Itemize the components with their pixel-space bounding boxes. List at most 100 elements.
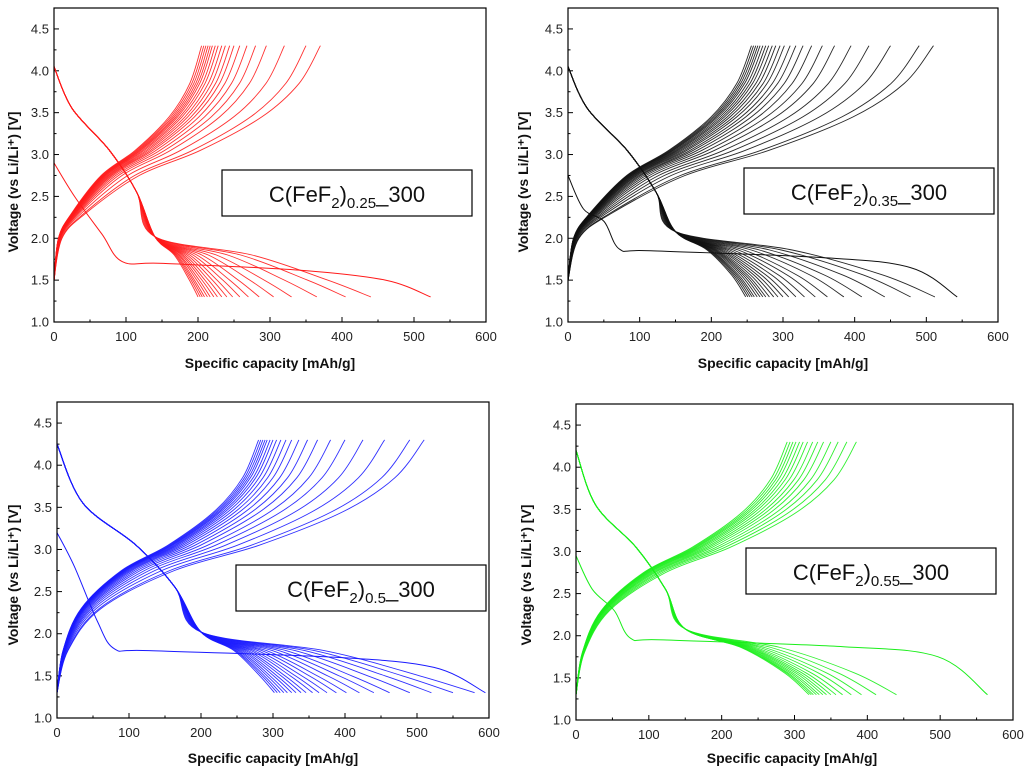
panel-a-plot-frame [53,7,487,323]
panel-c-y-tick-label: 1.0 [34,711,52,726]
charge-curve [567,45,920,281]
panel-c: Voltage (vs Li/Li⁺) [V] Specific capacit… [5,401,500,766]
panel-d-x-axis-title: Specific capacity [mAh/g] [707,750,877,766]
panel-d-curves [575,441,988,696]
panel-c-x-tick-label: 0 [53,725,60,740]
panel-c-x-axis-title: Specific capacity [mAh/g] [188,750,358,766]
panel-d-label-text: C(FeF2)0.55_300 [793,560,949,590]
panel-d-y-tick-label: 3.0 [553,544,571,559]
panel-b-x-tick-label: 600 [987,329,1009,344]
panel-c-y-axis-title: Voltage (vs Li/Li⁺) [V] [5,505,21,646]
panel-d-y-tick-label: 2.0 [553,628,571,643]
panel-d-y-tick-label: 4.0 [553,460,571,475]
panel-a-y-tick-label: 3.5 [31,105,49,120]
panel-b-x-tick-label: 400 [844,329,866,344]
panel-d-y-tick-label: 1.0 [553,713,571,728]
charge-curve [567,45,752,281]
panel-b-y-tick-label: 2.0 [545,231,563,246]
panel-a-label-box [221,169,473,217]
panel-b-x-tick-label: 500 [915,329,937,344]
panel-a-y-tick-label: 1.5 [31,273,49,288]
charge-curve [53,45,203,281]
charge-curve [56,439,266,693]
panel-d-x-tick-label: 300 [784,727,806,742]
panel-a-x-ticks: 0 100 200 300 400 500 600 [50,317,497,344]
panel-c-y-tick-label: 4.0 [34,458,52,473]
panel-b-y-ticks: 1.0 1.5 2.0 2.5 3.0 3.5 4.0 4.5 [545,7,573,330]
panel-d-y-tick-label: 2.5 [553,586,571,601]
panel-c-x-tick-label: 100 [118,725,140,740]
panel-b-x-tick-label: 300 [772,329,794,344]
charge-curve [56,439,411,693]
panel-c-x-tick-label: 400 [334,725,356,740]
panel-a-curves [53,45,431,298]
panel-d-y-ticks: 1.0 1.5 2.0 2.5 3.0 3.5 4.0 4.5 [553,403,581,728]
panel-b-y-tick-label: 4.0 [545,63,563,78]
panel-d-y-tick-label: 1.5 [553,670,571,685]
charge-curve [575,441,788,695]
charge-curve [56,439,346,693]
panel-b-x-axis-title: Specific capacity [mAh/g] [698,355,868,371]
panel-a-y-tick-label: 3.0 [31,147,49,162]
panel-d-sample-label: C(FeF2)0.55_300 [745,547,997,595]
panel-c-curves [56,439,486,694]
panel-a-x-tick-label: 200 [187,329,209,344]
panel-a-sample-label: C(FeF2)0.25_300 [221,169,473,217]
discharge-curve [53,66,223,298]
charge-curve [56,439,331,693]
panel-c-x-tick-label: 600 [478,725,500,740]
panel-b-y-tick-label: 3.0 [545,147,563,162]
first-discharge-curve [575,555,988,696]
panel-c-y-tick-label: 2.5 [34,584,52,599]
panel-c-y-tick-label: 4.5 [34,416,52,431]
panel-b-curves [567,45,958,298]
panel-b-label-text: C(FeF2)0.35_300 [791,180,947,210]
panel-a-x-tick-label: 100 [115,329,137,344]
panel-c-y-tick-label: 3.5 [34,500,52,515]
panel-c-label-text: C(FeF2)0.5_300 [287,577,435,607]
charge-curve [53,45,226,281]
charge-curve [56,439,364,693]
charge-curve [53,45,235,281]
charge-curve [567,45,823,281]
panel-a: Voltage (vs Li/Li⁺) [V] Specific capacit… [5,7,497,371]
panel-b: Voltage (vs Li/Li⁺) [V] Specific capacit… [515,7,1009,371]
panel-c-plot-frame [56,401,490,719]
panel-b-y-tick-label: 4.5 [545,21,563,36]
charge-curve [53,45,241,281]
discharge-curve [53,66,241,298]
panel-c-sample-label: C(FeF2)0.5_300 [235,564,487,612]
discharge-curve [575,450,810,696]
panel-b-y-tick-label: 3.5 [545,105,563,120]
panel-b-plot-frame [567,7,999,323]
discharge-curve [53,66,233,298]
panel-a-x-tick-label: 500 [403,329,425,344]
panel-a-x-tick-label: 400 [331,329,353,344]
panel-d-label-box [745,547,997,595]
panel-b-sample-label: C(FeF2)0.35_300 [743,167,995,215]
panel-d: Voltage (vs Li/Li⁺) [V] Specific capacit… [518,403,1024,766]
panel-a-y-tick-label: 4.0 [31,63,49,78]
charge-curve [53,45,307,281]
panel-d-plot-frame [575,403,1014,721]
panel-d-x-tick-label: 0 [572,727,579,742]
panel-c-x-ticks: 0 100 200 300 400 500 600 [53,713,500,740]
charge-curve [567,45,934,281]
panel-a-x-tick-label: 300 [259,329,281,344]
discharge-curve [53,66,201,298]
charge-curve [567,45,870,281]
discharge-curve [56,443,275,693]
discharge-curve [53,66,211,298]
panel-d-y-axis-title: Voltage (vs Li/Li⁺) [V] [518,505,534,646]
charge-curve [53,45,257,281]
panel-a-x-tick-label: 600 [475,329,497,344]
panel-b-y-tick-label: 2.5 [545,189,563,204]
charge-curve [567,45,852,281]
panel-c-x-tick-label: 500 [406,725,428,740]
charge-curve [53,45,285,281]
panel-d-y-tick-label: 4.5 [553,418,571,433]
panel-c-y-tick-label: 3.0 [34,542,52,557]
panel-b-x-tick-label: 200 [700,329,722,344]
panel-b-x-tick-label: 100 [629,329,651,344]
